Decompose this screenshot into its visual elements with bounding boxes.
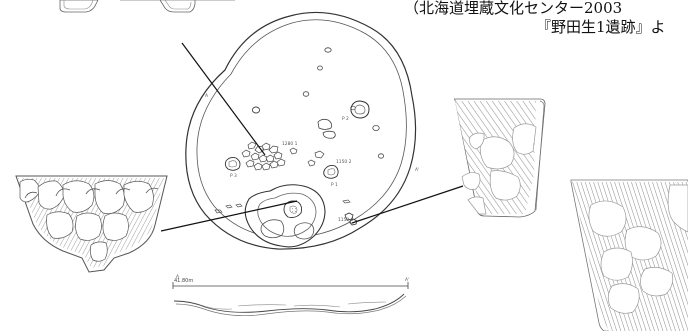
section-height-label: 41.80m — [174, 278, 194, 284]
label-a-small-left: A — [176, 274, 179, 280]
caption-line-1: （北海道埋蔵文化センター2003 — [404, 0, 623, 17]
leader-lines — [160, 42, 464, 232]
label-p2: P 2 — [342, 116, 349, 122]
top-left-sherds — [59, 0, 235, 13]
stone-cluster — [241, 141, 286, 171]
label-p3: P 3 — [230, 173, 237, 179]
pit-plan — [185, 11, 417, 250]
caption-line-2: 『野田生1遺跡』よ — [536, 18, 666, 36]
vessel-left-decorated — [15, 175, 168, 273]
label-a-left: A — [205, 93, 208, 99]
label-1150-2: 1150 2 — [336, 159, 352, 165]
vessel-right-top — [453, 98, 546, 218]
label-p1: P 1 — [331, 182, 338, 188]
label-1280-1: 1280 1 — [282, 141, 298, 147]
vessel-right-lower — [570, 179, 688, 331]
label-a-small-right: A' — [405, 277, 409, 283]
label-1150-6: 1150 6 — [338, 217, 354, 223]
label-a-right: A' — [415, 167, 419, 173]
section-profile — [172, 282, 409, 316]
